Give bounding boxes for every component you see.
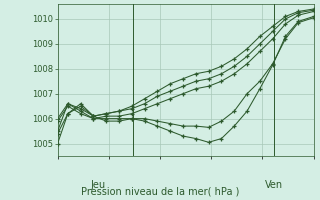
Text: Ven: Ven xyxy=(265,180,283,190)
Text: Jeu: Jeu xyxy=(90,180,105,190)
Text: Pression niveau de la mer( hPa ): Pression niveau de la mer( hPa ) xyxy=(81,186,239,196)
